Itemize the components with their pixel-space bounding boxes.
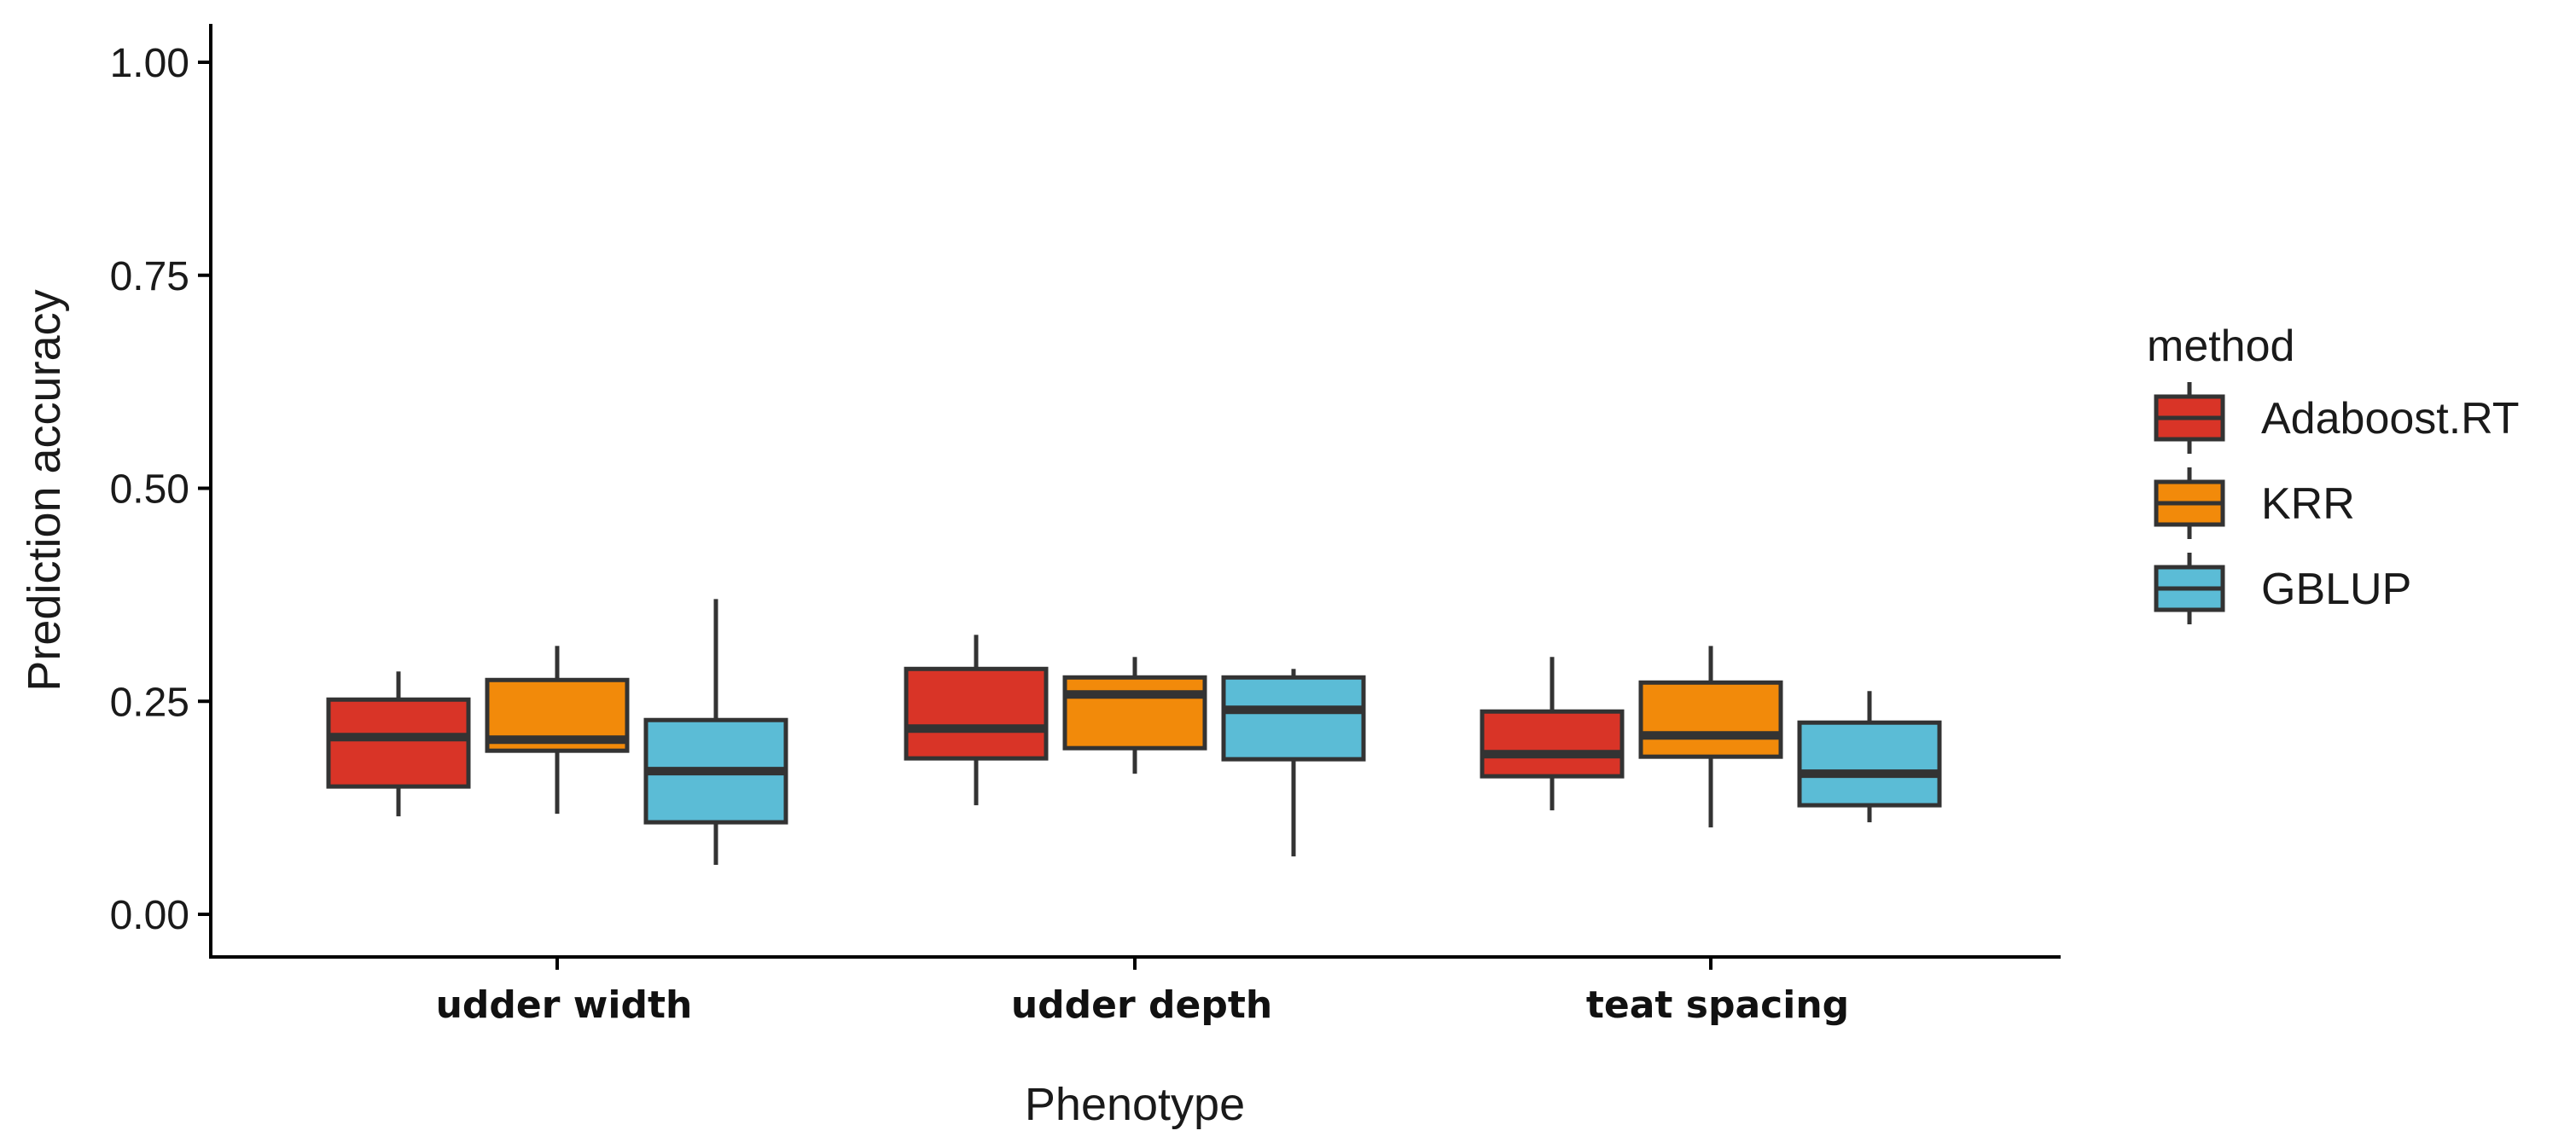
box-body bbox=[1797, 720, 1942, 808]
legend-label: Adaboost.RT bbox=[2261, 394, 2520, 444]
y-ticks: 0.00 0.25 0.50 0.75 1.00 bbox=[110, 41, 211, 938]
legend-title: method bbox=[2147, 322, 2294, 371]
box-gblup-udder-width bbox=[643, 599, 788, 866]
y-tick-label: 0.50 bbox=[110, 467, 189, 513]
legend-item-gblup: GBLUP bbox=[2154, 553, 2411, 624]
legend-label: GBLUP bbox=[2261, 565, 2411, 614]
y-tick-label: 1.00 bbox=[110, 41, 189, 86]
box-adaboost-rt-teat-spacing bbox=[1480, 657, 1625, 811]
box-body bbox=[1638, 680, 1783, 759]
legend-item-krr: KRR bbox=[2154, 467, 2355, 539]
x-axis-title: Phenotype bbox=[1025, 1079, 1245, 1130]
box-body bbox=[1062, 675, 1207, 751]
box-body bbox=[326, 697, 471, 789]
plot-area bbox=[326, 599, 1942, 866]
box-body bbox=[1221, 675, 1366, 762]
y-tick-label: 0.25 bbox=[110, 680, 189, 725]
box-krr-udder-width bbox=[485, 646, 630, 815]
y-tick-label: 0.75 bbox=[110, 254, 189, 299]
box-body bbox=[1480, 709, 1625, 779]
x-tick-label: teat spacing bbox=[1586, 983, 1849, 1027]
legend: method Adaboost.RT KRR GBLUP bbox=[2147, 322, 2520, 624]
box-adaboost-rt-udder-depth bbox=[904, 635, 1049, 806]
box-body bbox=[904, 666, 1049, 761]
box-gblup-teat-spacing bbox=[1797, 691, 1942, 823]
box-adaboost-rt-udder-width bbox=[326, 671, 471, 817]
box-krr-teat-spacing bbox=[1638, 646, 1783, 828]
legend-label: KRR bbox=[2261, 479, 2355, 529]
x-tick-label: udder depth bbox=[1011, 983, 1272, 1027]
x-ticks: udder width udder depth teat spacing bbox=[436, 957, 1849, 1027]
box-krr-udder-depth bbox=[1062, 657, 1207, 774]
legend-item-adaboost-rt: Adaboost.RT bbox=[2154, 382, 2520, 454]
x-tick-label: udder width bbox=[436, 983, 693, 1027]
box-gblup-udder-depth bbox=[1221, 669, 1366, 857]
y-axis-title: Prediction accuracy bbox=[19, 289, 70, 691]
y-tick-label: 0.00 bbox=[110, 893, 189, 938]
